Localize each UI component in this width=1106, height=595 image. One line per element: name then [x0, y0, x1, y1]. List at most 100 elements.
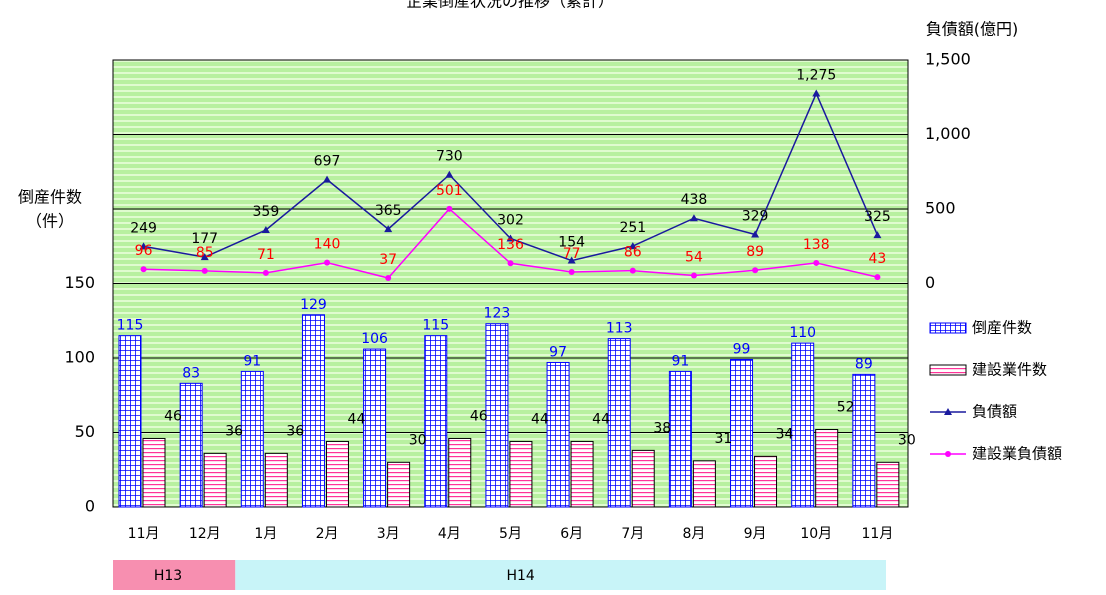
x-tick-label: 6月 [560, 526, 583, 542]
value-label: 34 [776, 426, 794, 442]
value-label: 110 [789, 325, 816, 341]
value-label: 115 [422, 318, 449, 334]
y2-tick-label: 0 [925, 273, 935, 292]
bar [363, 348, 387, 508]
bar [730, 358, 754, 508]
bar [203, 452, 227, 508]
point [628, 242, 637, 250]
value-label: 97 [549, 344, 567, 360]
y2-tick-label: 1,500 [925, 50, 971, 69]
value-label: 71 [257, 247, 275, 263]
value-label: 44 [348, 411, 366, 427]
bar [631, 449, 655, 508]
value-label: 37 [379, 252, 397, 268]
y-axis-label: （件） [26, 212, 74, 231]
point [261, 226, 270, 234]
bar [692, 460, 716, 508]
value-label: 30 [409, 432, 427, 448]
era-label: H14 [506, 568, 534, 584]
y-tick-label: 150 [64, 273, 95, 292]
y-axis-label: 倒産件数 [18, 188, 82, 207]
bar [546, 361, 570, 508]
value-label: 77 [563, 246, 581, 262]
bar [179, 382, 203, 508]
bar [570, 440, 594, 508]
legend-swatch [945, 451, 951, 457]
value-label: 438 [681, 192, 708, 208]
point [262, 269, 269, 276]
x-tick-label: 2月 [316, 526, 339, 542]
y-tick-label: 0 [85, 497, 95, 516]
value-label: 46 [164, 408, 182, 424]
value-label: 249 [130, 220, 157, 236]
point [139, 242, 148, 250]
point [385, 274, 392, 281]
value-label: 730 [436, 149, 463, 165]
point [384, 225, 393, 233]
legend-swatch [929, 364, 967, 376]
value-label: 31 [714, 431, 732, 447]
bar [509, 440, 533, 508]
point [506, 234, 515, 242]
value-label: 83 [182, 365, 200, 381]
era-band [235, 560, 887, 590]
value-label: 359 [253, 204, 280, 220]
value-label: 91 [243, 353, 261, 369]
point [751, 230, 760, 238]
bar [240, 370, 264, 508]
x-tick-label: 12月 [189, 526, 221, 542]
x-tick-label: 10月 [800, 526, 832, 542]
bar [791, 342, 815, 508]
point [567, 256, 576, 264]
chart-title: 企業倒産状況の推移（累計） [406, 0, 614, 11]
y2-tick-label: 500 [925, 199, 956, 218]
point [812, 89, 821, 97]
point [629, 267, 636, 274]
bar [387, 461, 411, 508]
value-label: 86 [624, 245, 642, 261]
bar [118, 335, 142, 508]
point [507, 260, 514, 267]
x-tick-label: 11月 [862, 526, 894, 542]
value-label: 140 [314, 237, 341, 253]
bar [264, 452, 288, 508]
y2-axis-label: 負債額(億円) [926, 20, 1019, 39]
value-label: 85 [196, 245, 214, 261]
value-label: 129 [300, 297, 327, 313]
value-label: 30 [898, 432, 916, 448]
value-label: 52 [837, 400, 855, 416]
x-tick-label: 8月 [683, 526, 706, 542]
value-label: 115 [117, 318, 144, 334]
value-label: 106 [361, 331, 388, 347]
point [568, 269, 575, 276]
legend-label: 建設業負債額 [972, 445, 1062, 463]
point [873, 231, 882, 239]
x-tick-label: 1月 [254, 526, 277, 542]
y-tick-label: 100 [64, 348, 95, 367]
value-label: 54 [685, 249, 703, 265]
point [201, 267, 208, 274]
value-label: 89 [855, 356, 873, 372]
point [689, 214, 698, 222]
value-label: 138 [803, 237, 830, 253]
legend-swatch [944, 408, 952, 415]
era-band [113, 560, 236, 590]
x-tick-label: 9月 [744, 526, 767, 542]
value-label: 89 [746, 244, 764, 260]
value-label: 91 [671, 353, 689, 369]
x-tick-label: 4月 [438, 526, 461, 542]
value-label: 251 [619, 220, 646, 236]
value-label: 136 [497, 237, 524, 253]
value-label: 44 [531, 411, 549, 427]
x-tick-label: 3月 [377, 526, 400, 542]
value-label: 501 [436, 183, 463, 199]
bar [815, 429, 839, 508]
x-tick-label: 11月 [128, 526, 160, 542]
bar [485, 323, 509, 508]
x-tick-label: 7月 [621, 526, 644, 542]
value-label: 302 [497, 213, 524, 229]
bar [301, 314, 325, 508]
value-label: 113 [606, 321, 633, 337]
bar [876, 461, 900, 508]
